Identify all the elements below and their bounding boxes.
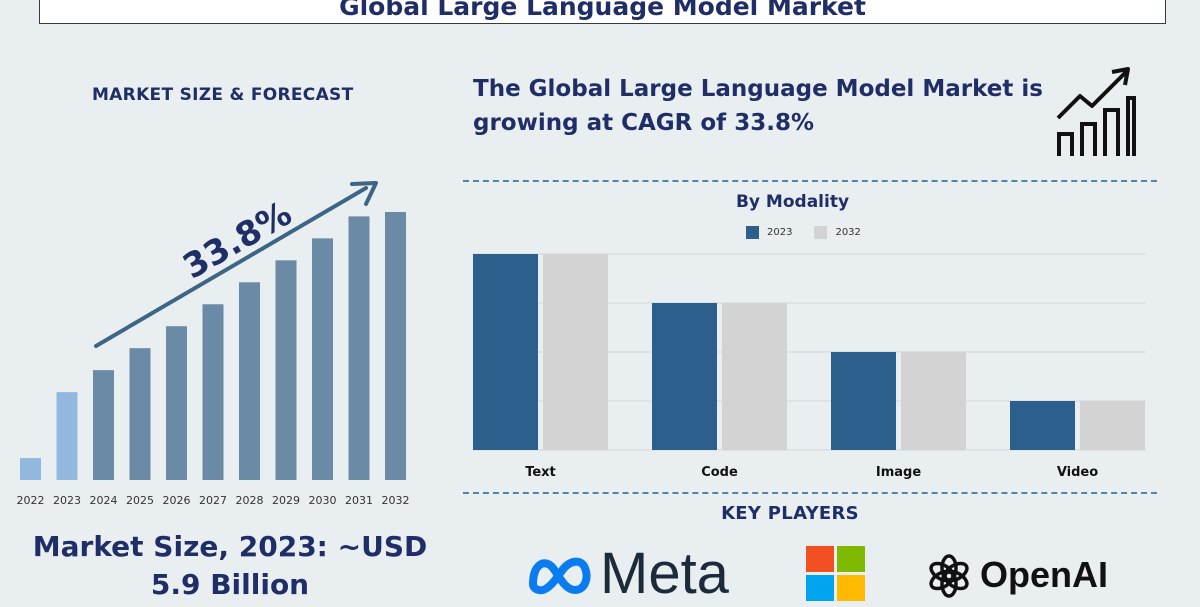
forecast-bar-chart: 2022 2023 2024 2025 2026 2027 2028 2029 2030 2031… (17, 181, 410, 507)
forecast-bar-2024 (93, 370, 114, 480)
legend-label-2032: 2032 (835, 227, 861, 238)
forecast-year-label: 2029 (272, 494, 300, 507)
modality-category-label: Video (1057, 465, 1098, 480)
forecast-year-label: 2027 (199, 494, 227, 507)
microsoft-logo-icon (806, 546, 865, 601)
modality-bar-code-2023 (652, 303, 717, 450)
modality-bar-image-2023 (831, 352, 896, 450)
forecast-bar-2029 (275, 260, 297, 480)
modality-category-label: Text (525, 465, 556, 480)
modality-bar-video-2032 (1080, 401, 1145, 450)
meta-wordmark: Meta (600, 541, 729, 606)
title-box: Global Large Language Model Market (39, 0, 1166, 24)
modality-bar-text-2032 (543, 254, 608, 450)
modality-bar-image-2032 (901, 352, 966, 450)
legend-swatch-2032 (814, 226, 828, 239)
forecast-year-label: 2025 (126, 494, 154, 507)
cagr-arrow-head (350, 181, 378, 206)
modality-bar-code-2032 (722, 303, 787, 450)
forecast-bar-2032 (385, 212, 406, 480)
modality-bar-text-2023 (473, 254, 538, 450)
legend-label-2023: 2023 (767, 227, 793, 238)
openai-knot-icon (929, 554, 969, 598)
forecast-bar-2023 (56, 392, 78, 480)
key-players-heading: KEY PLAYERS (721, 503, 859, 524)
forecast-bar-2022 (20, 458, 41, 480)
legend-item-2032: 2032 (814, 226, 861, 239)
market-size-heading: MARKET SIZE & FORECAST (92, 85, 354, 105)
modality-category-label: Image (876, 465, 921, 480)
divider-bottom (463, 492, 1157, 494)
modality-category-label: Code (701, 465, 738, 480)
forecast-year-label: 2030 (309, 494, 337, 507)
legend-item-2023: 2023 (746, 226, 792, 239)
cagr-arrow-line (94, 186, 368, 348)
modality-legend: 2023 2032 (746, 226, 861, 239)
forecast-year-label: 2031 (345, 494, 373, 507)
forecast-year-label: 2028 (236, 494, 264, 507)
legend-swatch-2023 (746, 226, 759, 239)
forecast-year-label: 2023 (53, 494, 81, 507)
forecast-year-label: 2024 (90, 494, 118, 507)
market-size-line1: Market Size, 2023: ~USD (32, 530, 428, 563)
market-size-text: Market Size, 2023: ~USD 5.9 Billion (0, 528, 460, 604)
modality-bar-video-2023 (1010, 401, 1075, 450)
market-size-line2: 5.9 Billion (150, 568, 310, 601)
forecast-bar-2031 (348, 216, 370, 481)
divider-top (463, 180, 1157, 182)
meta-infinity-icon (529, 557, 591, 595)
modality-chart-title: By Modality (735, 192, 850, 212)
forecast-year-label: 2022 (17, 494, 45, 507)
openai-wordmark: OpenAI (980, 554, 1109, 595)
forecast-bar-2026 (166, 326, 187, 480)
forecast-bar-2030 (312, 238, 333, 480)
forecast-bar-2027 (202, 304, 224, 480)
page-title: Global Large Language Model Market (339, 0, 866, 21)
forecast-bar-2025 (129, 348, 151, 480)
cagr-headline: The Global Large Language Model Market i… (473, 76, 1043, 136)
forecast-year-label: 2032 (382, 494, 410, 507)
forecast-year-label: 2026 (163, 494, 191, 507)
forecast-bar-2028 (239, 282, 260, 480)
growth-chart-icon (1056, 67, 1136, 156)
